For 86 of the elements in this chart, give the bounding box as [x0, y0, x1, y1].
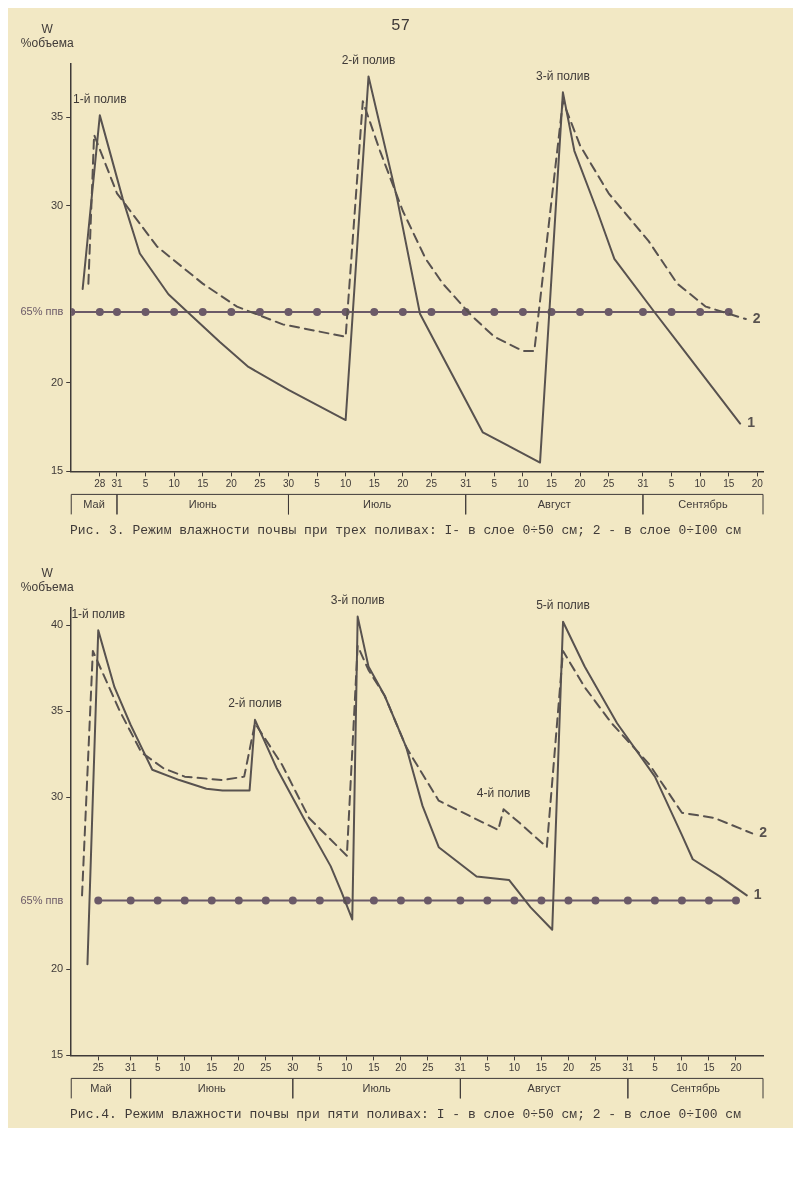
x-tick-label: 15: [206, 1062, 218, 1074]
x-tick-label: 5: [668, 478, 675, 490]
annotation: 1-й полив: [71, 606, 126, 621]
text: Июнь: [188, 498, 217, 511]
x-tick-label: 31: [637, 478, 649, 490]
text: Август: [537, 498, 571, 511]
x-tick-label: 25: [422, 1062, 434, 1074]
x-tick-label: 10: [340, 478, 352, 490]
x-tick-label: 25: [260, 1062, 272, 1074]
text: Май: [83, 498, 105, 511]
x-tick-label: 5: [314, 478, 321, 490]
x-tick-label: 20: [397, 478, 409, 490]
y-tick-label: 35: [50, 110, 64, 123]
x-tick-label: 5: [491, 478, 498, 490]
x-tick-label: 20: [562, 1062, 575, 1074]
x-tick-label: 15: [703, 1062, 715, 1074]
x-tick-label: 5: [142, 478, 149, 490]
annotation: 1-й полив: [72, 91, 127, 106]
x-tick-label: 25: [254, 478, 266, 490]
x-tick-label: 10: [508, 1062, 521, 1074]
text: Рис.4. Режим влажности почвы при пяти поливах: I - в слое 0÷50 см; 2 - в слое 0÷I00 см: [70, 1106, 742, 1122]
series-label: 1: [753, 886, 762, 903]
y-tick-label: 40: [50, 618, 64, 631]
text: Июнь: [197, 1082, 226, 1095]
x-tick-label: 10: [341, 1062, 353, 1074]
text: Сентябрь: [678, 498, 728, 511]
text: Май: [90, 1082, 112, 1095]
y-tick-label: 30: [50, 198, 64, 211]
series-label: 1: [747, 414, 756, 431]
x-tick-label: 20: [233, 1062, 245, 1074]
y-tick-label: 15: [50, 1048, 64, 1061]
text: Сентябрь: [670, 1082, 721, 1095]
x-tick-label: 30: [287, 1062, 299, 1074]
x-tick-label: 5: [317, 1062, 324, 1074]
annotation: 3-й полив: [536, 68, 590, 83]
x-tick-label: 15: [368, 1062, 380, 1074]
x-tick-label: 25: [603, 478, 615, 490]
x-tick-label: 5: [652, 1062, 659, 1074]
text: 65% ппв: [20, 893, 64, 906]
x-tick-label: 31: [125, 1062, 137, 1074]
annotation: 2-й полив: [341, 52, 396, 67]
y-tick-label: 35: [50, 704, 64, 717]
x-tick-label: 31: [454, 1062, 467, 1074]
y-axis-title: W %объема: [20, 566, 75, 595]
x-tick-label: 20: [751, 478, 764, 490]
x-tick-label: 5: [484, 1062, 491, 1074]
x-tick-label: 25: [589, 1062, 602, 1074]
series-label: 65% ппв: [20, 305, 64, 318]
y-tick-label: 20: [50, 375, 64, 388]
x-tick-label: 31: [111, 478, 123, 490]
x-tick-label: 15: [197, 478, 209, 490]
x-tick-label: 28: [94, 478, 106, 490]
x-tick-label: 15: [723, 478, 735, 490]
x-tick-label: 25: [92, 1062, 105, 1074]
text: Рис. 3. Режим влажности почвы при трех поливах: I- в слое 0÷50 см; 2 - в слое 0÷I00 см: [70, 522, 742, 538]
x-tick-label: 10: [179, 1062, 191, 1074]
text: 57: [390, 17, 411, 36]
x-tick-label: 20: [225, 478, 238, 490]
y-tick-label: 15: [50, 464, 64, 477]
x-tick-label: 10: [694, 478, 707, 490]
x-tick-label: 15: [545, 478, 558, 490]
annotation: 4-й полив: [476, 785, 531, 800]
x-tick-label: 20: [395, 1062, 407, 1074]
x-tick-label: 31: [460, 478, 472, 490]
y-tick-label: 20: [50, 962, 64, 975]
x-tick-label: 10: [676, 1062, 688, 1074]
x-tick-label: 25: [425, 478, 438, 490]
y-tick-label: 30: [50, 790, 64, 803]
text: Август: [527, 1082, 561, 1095]
y-axis-title: W %объема: [20, 22, 75, 51]
x-tick-label: 10: [168, 478, 181, 490]
x-tick-label: 15: [368, 478, 381, 490]
x-tick-label: 30: [282, 478, 295, 490]
annotation: 3-й полив: [330, 592, 385, 607]
series-label: 2: [752, 309, 761, 326]
series-label: 2: [759, 824, 768, 841]
x-tick-label: 20: [730, 1062, 742, 1074]
annotation: 2-й полив: [228, 696, 282, 711]
x-tick-label: 10: [517, 478, 529, 490]
x-tick-label: 15: [535, 1062, 548, 1074]
x-tick-label: 5: [154, 1062, 161, 1074]
annotation: 5-й полив: [536, 598, 590, 613]
x-tick-label: 31: [622, 1062, 634, 1074]
text: Июль: [362, 1082, 391, 1095]
text: Июль: [363, 498, 392, 511]
x-tick-label: 20: [574, 478, 587, 490]
